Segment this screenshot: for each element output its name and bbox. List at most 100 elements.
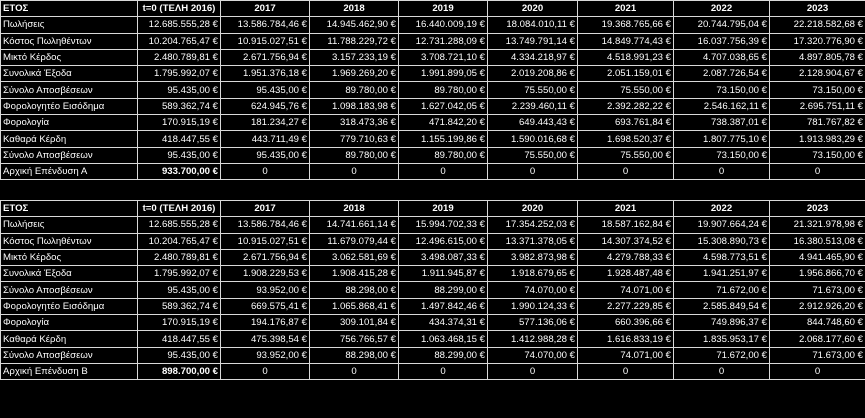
year-header-cell: 2023: [769, 0, 865, 18]
value-cell: 71.672,00 €: [673, 281, 770, 299]
value-cell: 649.443,43 €: [487, 114, 578, 132]
value-cell: 2.019.208,86 €: [487, 65, 578, 83]
value-cell: 3.498.087,33 €: [398, 248, 488, 267]
value-cell: 4.518.991,23 €: [577, 48, 674, 67]
year-header-cell: 2017: [220, 0, 310, 18]
value-cell: 12.731.288,09 €: [398, 32, 488, 50]
value-cell: 2.277.229,85 €: [577, 297, 674, 316]
value-cell: 318.473,36 €: [309, 114, 399, 132]
table-row: Κόστος Πωληθέντων 10.204.765,47 €10.915.0…: [0, 32, 865, 50]
value-cell: 4.279.788,33 €: [577, 248, 674, 267]
value-cell: 75.550,00 €: [487, 81, 578, 99]
row-label-cell: Καθαρά Κέρδη: [0, 130, 138, 148]
year-header-cell: 2020: [487, 0, 578, 18]
year-header-cell: 2018: [309, 199, 399, 218]
table-row: Σύνολο Αποσβέσεων 95.435,00 €93.952,00 €8…: [0, 346, 865, 364]
value-cell: 0: [673, 162, 770, 181]
table-row: Φορολογητέο Εισόδημα 589.362,74 €669.575,…: [0, 297, 865, 316]
value-cell: 170.915,19 €: [137, 114, 221, 132]
value-cell: 589.362,74 €: [137, 297, 221, 316]
value-cell: 75.550,00 €: [577, 146, 674, 164]
value-cell: 1.991.899,05 €: [398, 65, 488, 83]
value-cell: 898.700,00 €: [137, 362, 221, 381]
row-label-cell: Συνολικά Έξοδα: [0, 65, 138, 83]
value-cell: 2.480.789,81 €: [137, 248, 221, 267]
value-cell: 73.150,00 €: [673, 81, 770, 99]
table-row: Σύνολο Αποσβέσεων 95.435,00 €95.435,00 €8…: [0, 146, 865, 164]
value-cell: 2.695.751,11 €: [769, 97, 865, 116]
value-cell: 1.956.866,70 €: [769, 265, 865, 283]
value-cell: 2.671.756,94 €: [220, 248, 310, 267]
value-cell: 443.711,49 €: [220, 130, 310, 148]
row-label-cell: Κόστος Πωληθέντων: [0, 32, 138, 50]
value-cell: 0: [577, 362, 674, 381]
value-cell: 0: [769, 162, 865, 181]
value-cell: 3.157.233,19 €: [309, 48, 399, 67]
value-cell: 13.749.791,14 €: [487, 32, 578, 50]
table-row: Συνολικά Έξοδα 1.795.992,07 €1.951.376,18…: [0, 65, 865, 83]
value-cell: 1.063.468,15 €: [398, 330, 488, 348]
row-label-cell: Καθαρά Κέρδη: [0, 330, 138, 348]
header-row: ΕΤΟΣ t=0 (ΤΕΛΗ 2016) 2017 2018 2019 2020 2021 2…: [0, 199, 865, 218]
table-row: Πωλήσεις 12.685.555,28 €13.586.784,46 €14…: [0, 216, 865, 234]
value-cell: 1.835.953,17 €: [673, 330, 770, 348]
value-cell: 4.598.773,51 €: [673, 248, 770, 267]
value-cell: 660.396,66 €: [577, 314, 674, 332]
year-header-cell: t=0 (ΤΕΛΗ 2016): [137, 199, 221, 218]
value-cell: 1.918.679,65 €: [487, 265, 578, 283]
row-label-cell: Σύνολο Αποσβέσεων: [0, 81, 138, 99]
value-cell: 1.911.945,87 €: [398, 265, 488, 283]
value-cell: 73.150,00 €: [673, 146, 770, 164]
value-cell: 95.435,00 €: [137, 281, 221, 299]
row-label-cell: Φορολογητέο Εισόδημα: [0, 97, 138, 116]
table-row: Καθαρά Κέρδη 418.447,55 €443.711,49 €779.…: [0, 130, 865, 148]
value-cell: 95.435,00 €: [220, 146, 310, 164]
investment-b-body: ΕΤΟΣ t=0 (ΤΕΛΗ 2016) 2017 2018 2019 2020 2021 2…: [0, 199, 865, 381]
row-label-cell: Συνολικά Έξοδα: [0, 265, 138, 283]
value-cell: 0: [487, 362, 578, 381]
value-cell: 1.807.775,10 €: [673, 130, 770, 148]
table-row: Κόστος Πωληθέντων 10.204.765,47 €10.915.0…: [0, 232, 865, 250]
value-cell: 1.941.251,97 €: [673, 265, 770, 283]
value-cell: 434.374,31 €: [398, 314, 488, 332]
value-cell: 20.744.795,04 €: [673, 16, 770, 34]
value-cell: 12.685.555,28 €: [137, 16, 221, 34]
value-cell: 14.945.462,90 €: [309, 16, 399, 34]
value-cell: 88.298,00 €: [309, 281, 399, 299]
year-header-cell: 2022: [673, 199, 770, 218]
value-cell: 418.447,55 €: [137, 130, 221, 148]
value-cell: 0: [309, 162, 399, 181]
value-cell: 18.084.010,11 €: [487, 16, 578, 34]
value-cell: 3.062.581,69 €: [309, 248, 399, 267]
value-cell: 4.897.805,78 €: [769, 48, 865, 67]
value-cell: 0: [487, 162, 578, 181]
value-cell: 309.101,84 €: [309, 314, 399, 332]
value-cell: 3.708.721,10 €: [398, 48, 488, 67]
row-label-cell: Πωλήσεις: [0, 216, 138, 234]
value-cell: 0: [220, 362, 310, 381]
value-cell: 0: [398, 362, 488, 381]
value-cell: 194.176,87 €: [220, 314, 310, 332]
table-row: Καθαρά Κέρδη 418.447,55 €475.398,54 €756.…: [0, 330, 865, 348]
value-cell: 10.204.765,47 €: [137, 32, 221, 50]
value-cell: 11.788.229,72 €: [309, 32, 399, 50]
value-cell: 15.994.702,33 €: [398, 216, 488, 234]
value-cell: 74.070,00 €: [487, 281, 578, 299]
header-label-cell: ΕΤΟΣ: [0, 0, 138, 18]
year-header-cell: 2023: [769, 199, 865, 218]
value-cell: 0: [673, 362, 770, 381]
value-cell: 13.371.378,05 €: [487, 232, 578, 250]
value-cell: 14.741.661,14 €: [309, 216, 399, 234]
value-cell: 75.550,00 €: [577, 81, 674, 99]
header-row: ΕΤΟΣ t=0 (ΤΕΛΗ 2016) 2017 2018 2019 2020 2021 2…: [0, 0, 865, 18]
value-cell: 10.915.027,51 €: [220, 32, 310, 50]
table-row: Μικτό Κέρδος 2.480.789,81 €2.671.756,94 €…: [0, 48, 865, 67]
value-cell: 1.795.992,07 €: [137, 265, 221, 283]
value-cell: 2.068.177,60 €: [769, 330, 865, 348]
value-cell: 1.590.016,68 €: [487, 130, 578, 148]
value-cell: 10.915.027,51 €: [220, 232, 310, 250]
value-cell: 669.575,41 €: [220, 297, 310, 316]
value-cell: 1.990.124,33 €: [487, 297, 578, 316]
value-cell: 11.679.079,44 €: [309, 232, 399, 250]
value-cell: 95.435,00 €: [137, 146, 221, 164]
